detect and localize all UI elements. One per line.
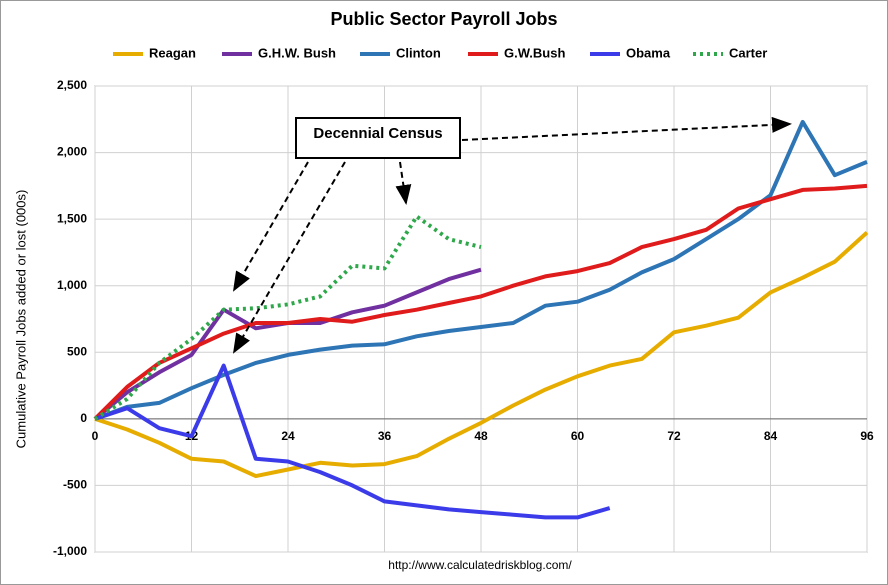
- source: http://www.calculatedriskblog.com/: [388, 558, 572, 572]
- y-tick-label: -500: [63, 478, 87, 492]
- y-tick-label: -1,000: [53, 544, 87, 558]
- y-tick-label: 1,000: [57, 278, 87, 292]
- y-axis-label: Cumulative Payroll Jobs added or lost (0…: [13, 190, 28, 449]
- series-line: [94, 363, 611, 520]
- x-tick-label: 0: [92, 429, 99, 443]
- x-tick-label: 72: [667, 429, 681, 443]
- y-tick-label: 500: [67, 344, 87, 358]
- x-tick-label: 96: [860, 429, 874, 443]
- chart-title: Public Sector Payroll Jobs: [330, 9, 557, 29]
- legend-label: Clinton: [396, 45, 441, 60]
- legend-label: G.W.Bush: [504, 45, 565, 60]
- series-line: [93, 183, 868, 421]
- x-tick-label: 36: [378, 429, 392, 443]
- y-tick-label: 0: [80, 411, 87, 425]
- x-tick-label: 84: [764, 429, 778, 443]
- annotation-box: [295, 117, 461, 159]
- annotation: Decennial Census: [232, 116, 792, 354]
- x-tick-label: 24: [281, 429, 295, 443]
- legend-label: G.H.W. Bush: [258, 45, 336, 60]
- annotation-arrows: [232, 116, 792, 354]
- legend-label: Carter: [729, 45, 767, 60]
- legend-label: Obama: [626, 45, 671, 60]
- y-tick-label: 1,500: [57, 211, 87, 225]
- series-line: [94, 231, 869, 479]
- x-tick-label: 60: [571, 429, 585, 443]
- annotation-text: Decennial Census: [313, 125, 442, 142]
- y-tick-label: 2,500: [57, 78, 87, 92]
- x-tick-label: 48: [474, 429, 488, 443]
- legend-label: Reagan: [149, 45, 196, 60]
- series-line: [93, 214, 482, 421]
- y-tick-label: 2,000: [57, 145, 87, 159]
- series-line: [94, 119, 868, 421]
